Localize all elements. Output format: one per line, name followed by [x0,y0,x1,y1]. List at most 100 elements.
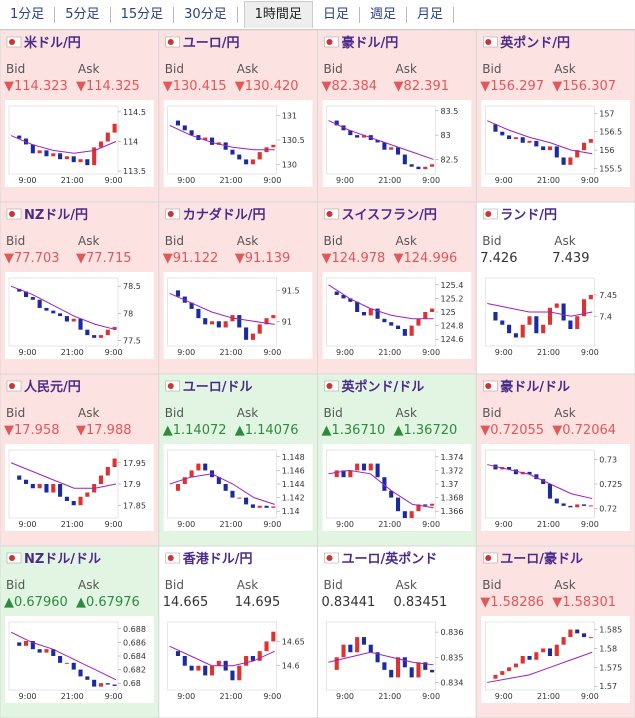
candle [85,492,90,497]
tab[interactable]: 月足 [407,6,454,23]
candle [534,652,539,660]
pair-title[interactable]: ユーロ/豪ドル [500,551,583,567]
tab[interactable]: 1分足 [0,6,56,23]
bid-label: Bid [482,62,501,76]
x-tick-label: 9:00 [422,176,440,185]
bid-price: ▼1.58286 [480,595,544,610]
plot-frame [326,621,436,691]
candle [98,683,104,687]
bid-label: Bid [6,406,25,420]
pair-title[interactable]: ユーロ/円 [183,36,240,51]
candle [395,497,401,512]
moving-average [487,303,593,317]
tab[interactable]: 15分足 [111,6,175,23]
bid-label: Bid [165,406,184,420]
pair-title[interactable]: 香港ドル/円 [182,551,253,567]
candle [230,490,235,498]
candle [500,131,505,136]
ask-label: Ask [78,62,99,76]
candle [250,656,255,661]
y-tick-label: 14.6 [282,662,300,671]
bid-price: ▼124.978 [322,251,386,266]
chart-box [481,272,630,359]
flag [326,211,333,217]
candle [58,313,63,317]
y-tick-label: 125.2 [441,294,464,303]
pair-title[interactable]: 人民元/円 [24,379,81,395]
x-tick-label: 9:00 [105,348,123,357]
ask-label: Ask [237,578,258,592]
ask-price: ▼17.988 [76,423,132,438]
pair-title[interactable]: 英ポンド/円 [499,35,570,51]
flag [167,211,174,217]
pair-title[interactable]: ランド/円 [500,208,557,223]
x-tick-label: 9:00 [495,176,513,185]
candle [92,147,97,166]
x-tick-label: 21:00 [537,176,560,185]
candle [500,320,505,325]
pair-title[interactable]: カナダドル/円 [183,207,266,223]
flag [485,555,492,561]
pair-title[interactable]: ユーロ/英ポンド [342,551,438,567]
x-tick-label: 21:00 [378,348,401,357]
candle [568,157,573,165]
tab[interactable]: 週足 [360,6,407,23]
candle [271,631,276,642]
x-tick-label: 9:00 [177,692,195,701]
y-tick-label: 113.5 [123,167,146,176]
pair-title[interactable]: 豪ドル/ドル [500,379,570,395]
ask-price: ▼1.58301 [552,595,616,610]
candle [588,139,593,143]
pair-title[interactable]: 豪ドル/円 [342,35,399,51]
x-tick-label: 21:00 [537,692,560,701]
candle [244,327,249,340]
candle [547,146,553,151]
x-tick-label: 9:00 [263,348,281,357]
candle [395,325,401,329]
candle [527,471,532,475]
candle [430,669,435,673]
pair-title[interactable]: ユーロ/ドル [183,380,253,395]
candle [203,318,208,325]
candle [389,669,394,678]
candle [416,662,421,678]
y-tick-label: 124.8 [441,322,464,331]
bid-label: Bid [324,62,343,76]
chart-box [481,616,630,703]
moving-average [328,469,434,509]
y-tick-label: 0.682 [123,666,146,675]
moving-average [328,284,434,320]
tab-selected[interactable]: 1時間足 [243,1,313,28]
candle [64,156,69,160]
pair-title[interactable]: スイスフラン/円 [342,208,437,223]
candle [368,644,373,653]
candle [250,333,255,340]
candle [209,137,215,145]
candle [182,656,187,666]
candle [237,665,242,681]
flag [326,39,333,45]
tab[interactable]: 5分足 [55,6,111,23]
candle [23,641,29,646]
pair-title[interactable]: 英ポンド/ドル [341,379,425,395]
candle [78,669,83,677]
x-tick-label: 21:00 [378,692,401,701]
candle [44,649,49,653]
candle [554,644,559,656]
x-tick-label: 9:00 [495,692,513,701]
ask-price: ▼156.307 [552,79,616,94]
flag [9,555,15,561]
flag [485,39,492,45]
tab[interactable]: 日足 [313,6,360,23]
x-tick-label: 21:00 [219,176,242,185]
candle [271,144,276,148]
pair-title[interactable]: NZドル/ドル [24,552,101,567]
pair-title[interactable]: 米ドル/円 [24,35,81,51]
moving-average [487,651,593,683]
pair-title[interactable]: NZドル/円 [24,208,88,223]
tab[interactable]: 30分足 [174,6,238,23]
candle [37,299,42,308]
candle [402,329,407,336]
candle [554,303,559,308]
ask-price: ▼0.72064 [552,423,616,438]
